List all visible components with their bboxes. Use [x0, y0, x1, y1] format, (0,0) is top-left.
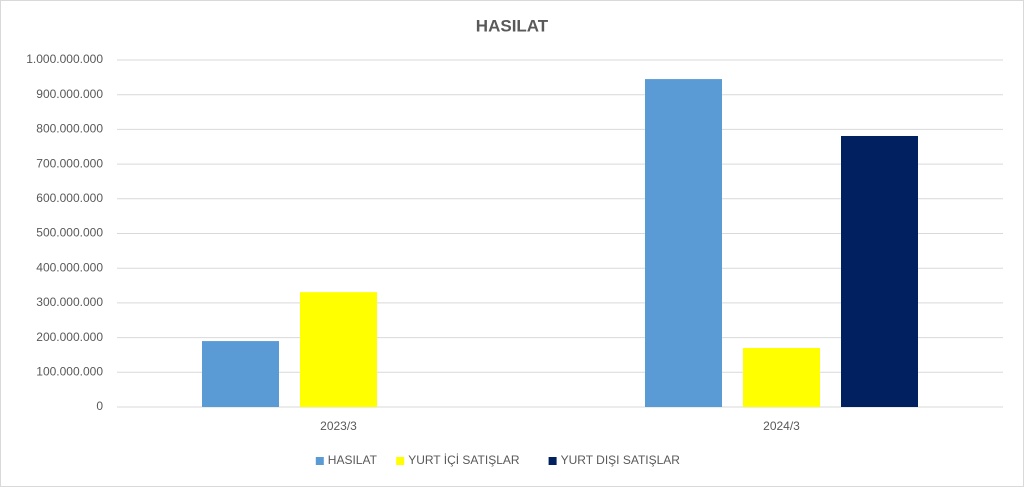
y-tick-label: 800.000.000: [36, 122, 103, 136]
legend-label: HASILAT: [328, 453, 378, 467]
x-tick-label: 2024/3: [763, 419, 800, 433]
y-tick-label: 700.000.000: [36, 156, 103, 170]
y-tick-label: 200.000.000: [36, 330, 103, 344]
bar: [743, 348, 820, 407]
y-tick-label: 400.000.000: [36, 260, 103, 274]
y-tick-label: 500.000.000: [36, 226, 103, 240]
legend-label: YURT DIŞI SATIŞLAR: [561, 453, 681, 467]
y-tick-label: 900.000.000: [36, 87, 103, 101]
y-tick-label: 0: [96, 399, 103, 413]
bar: [300, 292, 377, 407]
y-tick-label: 600.000.000: [36, 191, 103, 205]
y-tick-label: 1.000.000.000: [26, 52, 103, 66]
y-tick-label: 300.000.000: [36, 295, 103, 309]
legend-swatch: [396, 457, 405, 465]
legend-label: YURT İÇİ SATIŞLAR: [408, 453, 520, 467]
bar: [841, 135, 918, 408]
bar: [645, 79, 722, 408]
x-tick-label: 2023/3: [320, 419, 357, 433]
chart-title: HASILAT: [476, 16, 549, 35]
bar: [202, 341, 279, 407]
legend-swatch: [315, 457, 324, 465]
legend-swatch: [548, 457, 557, 465]
y-tick-label: 100.000.000: [36, 364, 103, 378]
